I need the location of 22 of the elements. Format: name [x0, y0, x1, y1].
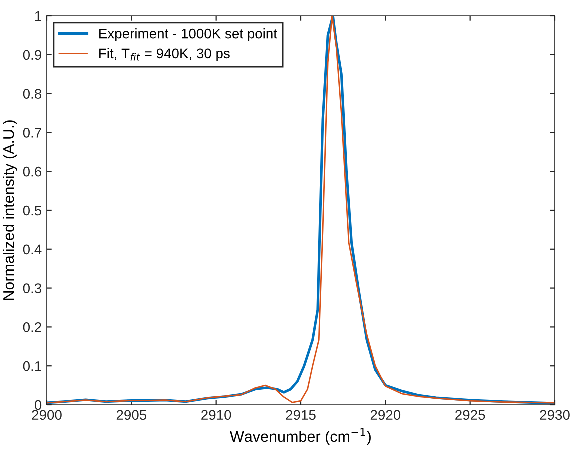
x-tick-label: 2900	[32, 410, 62, 420]
x-tick-label: 2910	[202, 410, 232, 420]
x-tick-label: 2915	[286, 410, 316, 420]
x-tick-label: 2925	[456, 410, 486, 420]
y-tick-label: 0.5	[23, 206, 42, 216]
x-tick-label: 2905	[116, 410, 147, 420]
x-axis-title: Wavenumber (cm$^{−1}$)	[230, 428, 371, 446]
y-tick-label: 0.9	[23, 50, 42, 60]
y-tick-label: 0.7	[23, 128, 42, 138]
x-tick-label: 2930	[540, 410, 570, 420]
y-tick-label: 0.1	[23, 361, 42, 372]
y-tick-label: 0.6	[23, 166, 42, 177]
legend-label: Fit, T$_{fit}$ = 940K, 30 ps	[100, 48, 230, 62]
y-tick-label: 0.8	[23, 89, 42, 99]
y-tick-label: 0.4	[23, 244, 42, 255]
y-tick-label: 0.2	[23, 322, 42, 332]
legend-label: Experiment - 1000K set point	[100, 28, 278, 42]
y-tick-label: 0.3	[23, 284, 42, 294]
y-axis-title: Normalized intensity (A.U.)	[3, 120, 18, 300]
x-tick-label: 2920	[370, 410, 401, 420]
y-tick-label: 0	[34, 400, 42, 410]
y-tick-label: 1	[35, 11, 42, 22]
